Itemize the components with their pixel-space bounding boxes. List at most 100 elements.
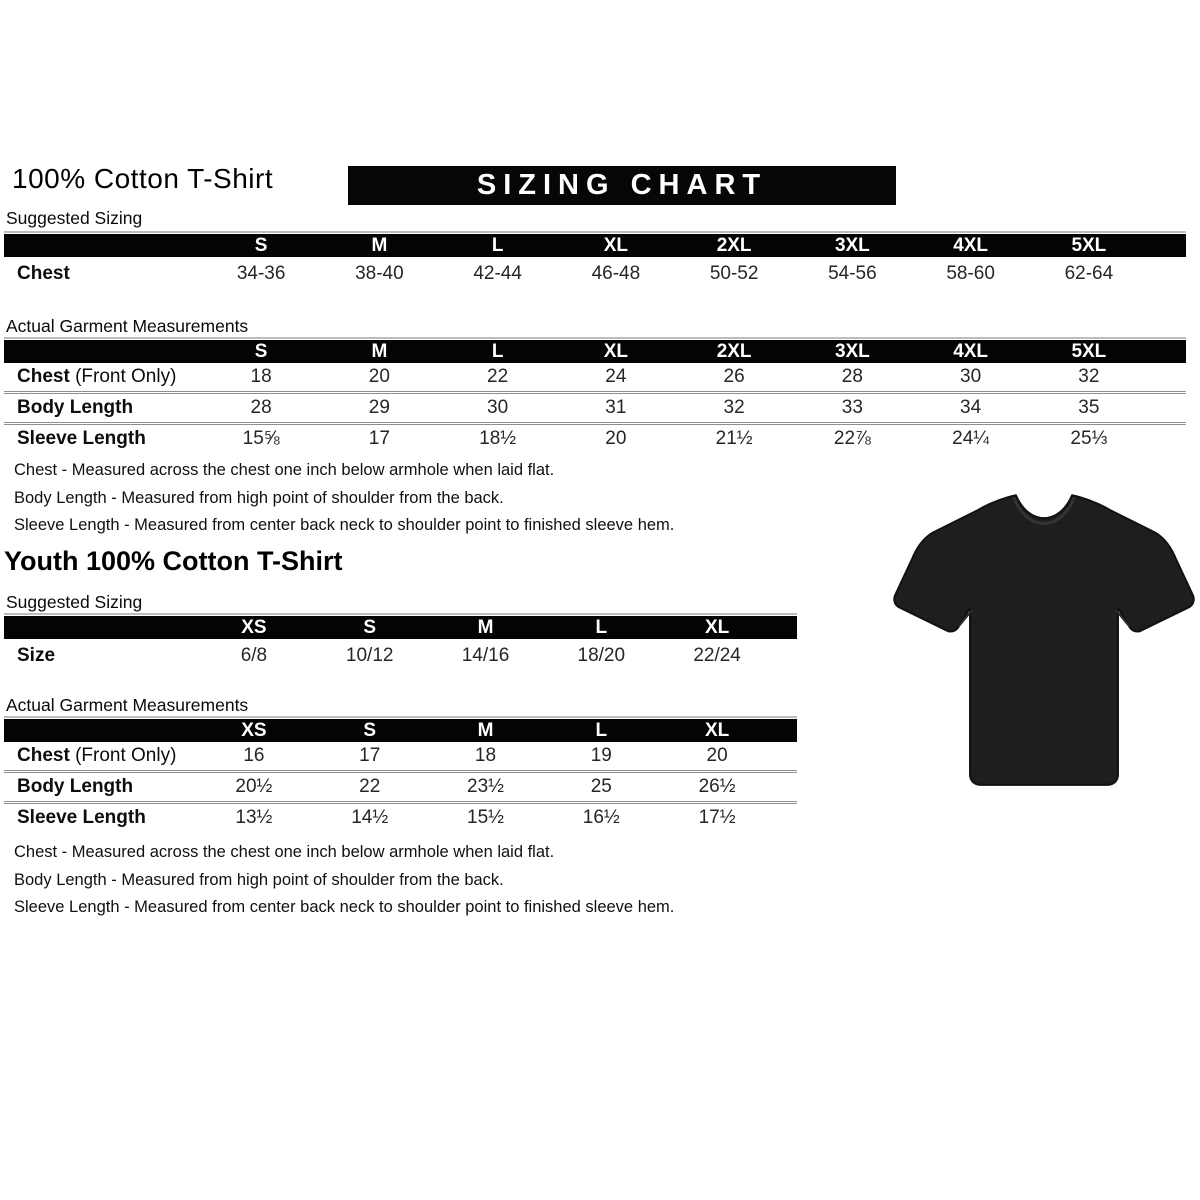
measurement-note-line: Sleeve Length - Measured from center bac… (14, 898, 675, 917)
table-cell: 18½ (479, 428, 517, 449)
table-cell: 19 (590, 745, 612, 766)
table-cell: 33 (841, 397, 863, 418)
adult-suggested-sizing-label: Suggested Sizing (6, 208, 143, 228)
row-label: Body Length (17, 397, 134, 418)
table-cell: 6/8 (240, 644, 268, 666)
youth-page-title: Youth 100% Cotton T-Shirt (4, 546, 343, 576)
column-header-4xl: 4XL (953, 234, 989, 256)
table-cell: 24 (605, 366, 627, 387)
adult-actual-measurements-table: S M L XL 2XL 3XL 4XL 5XL Chest (Front Only) 18 20 2… (4, 337, 1186, 453)
table-cell: 15½ (467, 807, 504, 828)
column-header-4xl: 4XL (953, 340, 989, 362)
column-header-s: S (254, 340, 268, 362)
table-cell: 16 (243, 745, 265, 766)
table-cell: 20 (605, 428, 627, 449)
table-cell: 17½ (698, 807, 736, 828)
table-cell: 20 (706, 745, 728, 766)
table-cell: 34 (960, 397, 982, 418)
black-tshirt-icon (893, 494, 1195, 786)
column-header-xl: XL (603, 234, 629, 256)
column-header-2xl: 2XL (716, 234, 752, 256)
table-cell: 21½ (715, 428, 753, 449)
column-header-s: S (254, 234, 268, 256)
table-cell: 34-36 (236, 262, 286, 284)
youth-actual-measurements-label: Actual Garment Measurements (6, 695, 249, 715)
table-row: Chest 34-36 38-40 42-44 46-48 50-52 54-56 58-60… (4, 257, 1186, 290)
column-header-s: S (363, 616, 377, 638)
table-row: Chest (Front Only) 18 20 22 24 26 28 30 32 (4, 363, 1186, 391)
table-cell: 14/16 (461, 644, 510, 666)
table-header-row: XS S M L XL (4, 719, 797, 742)
column-header-xl: XL (704, 616, 730, 638)
column-header-l: L (491, 340, 504, 362)
adult-actual-measurements-label: Actual Garment Measurements (6, 316, 249, 336)
adult-measurement-notes: Chest - Measured across the chest one in… (14, 461, 674, 544)
table-cell: 54-56 (828, 262, 877, 284)
row-label: Body Length (17, 776, 134, 797)
table-cell: 25 (590, 776, 612, 797)
table-cell: 30 (960, 366, 982, 387)
table-cell: 58-60 (946, 262, 995, 284)
table-cell: 30 (487, 397, 509, 418)
row-label: Size (17, 644, 56, 666)
table-cell: 46-48 (591, 262, 641, 284)
table-cell: 22 (359, 776, 381, 797)
column-header-5xl: 5XL (1071, 234, 1107, 256)
column-header-l: L (491, 234, 504, 256)
adult-suggested-sizing-table: S M L XL 2XL 3XL 4XL 5XL Chest 34-36 38-40 42-44 46-… (4, 231, 1186, 290)
table-cell: 22 (487, 366, 509, 387)
row-label: Sleeve Length (17, 428, 146, 449)
column-header-xl: XL (704, 719, 730, 741)
youth-actual-measurements-table: XS S M L XL Chest (Front Only) 16 17 18 19 20 Body … (4, 716, 797, 832)
table-row: Body Length 28 29 30 31 32 33 34 35 (4, 391, 1186, 422)
table-cell: 38-40 (355, 262, 404, 284)
table-cell: 32 (1078, 366, 1100, 387)
table-cell: 10/12 (345, 644, 394, 666)
row-label: Sleeve Length (17, 807, 146, 828)
table-cell: 50-52 (709, 262, 759, 284)
table-cell: 25⅓ (1070, 428, 1108, 449)
youth-suggested-sizing-table: XS S M L XL Size 6/8 10/12 14/16 18/20 22/24 (4, 613, 797, 672)
table-header-row: S M L XL 2XL 3XL 4XL 5XL (4, 340, 1186, 363)
table-row: Body Length 20½ 22 23½ 25 26½ (4, 770, 797, 801)
table-cell: 18 (474, 745, 497, 766)
measurement-note-line: Chest - Measured across the chest one in… (14, 843, 555, 861)
column-header-m: M (371, 340, 388, 362)
column-header-s: S (363, 719, 377, 741)
column-header-m: M (371, 234, 388, 256)
sizing-chart-banner: SIZING CHART (348, 166, 896, 205)
table-row: Size 6/8 10/12 14/16 18/20 22/24 (4, 639, 797, 672)
column-header-3xl: 3XL (834, 340, 870, 362)
table-cell: 28 (250, 397, 272, 418)
column-header-xs: XS (241, 719, 267, 741)
table-cell: 15⅝ (242, 428, 280, 449)
page-title: 100% Cotton T-Shirt (12, 163, 274, 194)
table-cell: 35 (1078, 397, 1100, 418)
table-cell: 28 (841, 366, 863, 387)
row-label: Chest (Front Only) (17, 745, 177, 766)
table-cell: 29 (368, 397, 390, 418)
column-header-2xl: 2XL (716, 340, 752, 362)
table-cell: 18/20 (577, 644, 626, 666)
table-cell: 18 (250, 366, 272, 387)
table-header-row: S M L XL 2XL 3XL 4XL 5XL (4, 234, 1186, 257)
table-cell: 17 (368, 428, 390, 449)
table-cell: 26 (723, 366, 745, 387)
table-cell: 26½ (698, 776, 736, 797)
column-header-xl: XL (603, 340, 629, 362)
youth-measurement-notes: Chest - Measured across the chest one in… (14, 843, 674, 926)
table-row: Sleeve Length 13½ 14½ 15½ 16½ 17½ (4, 801, 797, 832)
table-cell: 32 (723, 397, 745, 418)
table-header-row: XS S M L XL (4, 616, 797, 639)
row-label: Chest (17, 262, 70, 284)
table-cell: 23½ (467, 776, 504, 797)
column-header-m: M (477, 719, 494, 741)
table-cell: 22⅞ (833, 428, 871, 449)
table-cell: 14½ (351, 807, 389, 828)
column-header-m: M (477, 616, 494, 638)
table-cell: 20 (368, 366, 390, 387)
table-cell: 16½ (582, 807, 620, 828)
table-row: Sleeve Length 15⅝ 17 18½ 20 21½ 22⅞ 24¼ 25⅓ (4, 422, 1186, 453)
measurement-note-line: Chest - Measured across the chest one in… (14, 461, 555, 479)
table-cell: 42-44 (473, 262, 522, 284)
